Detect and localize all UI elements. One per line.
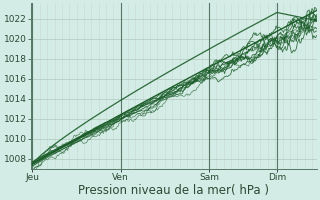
X-axis label: Pression niveau de la mer( hPa ): Pression niveau de la mer( hPa ) — [78, 184, 269, 197]
